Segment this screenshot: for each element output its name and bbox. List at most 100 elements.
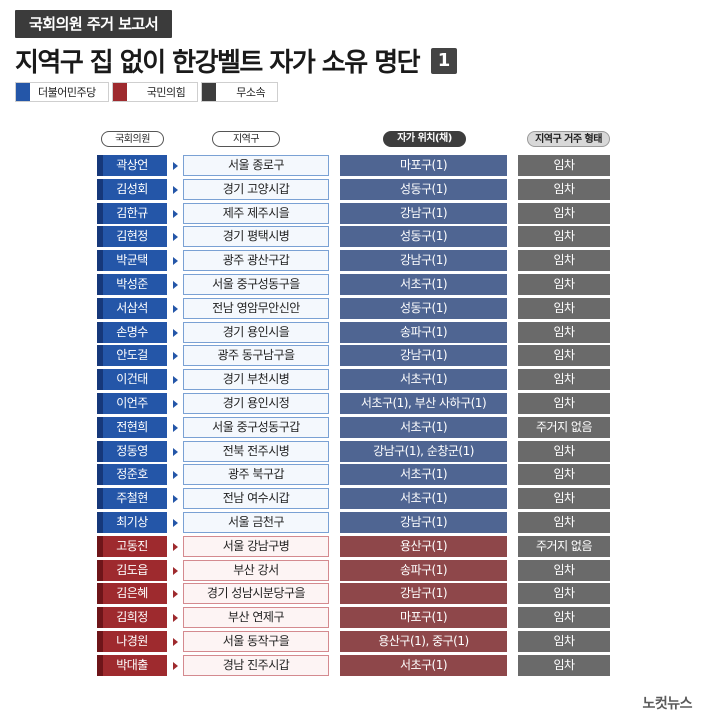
arrow-icon	[173, 399, 178, 408]
district-cell: 부산 강서	[183, 559, 329, 581]
party-accent	[97, 488, 103, 510]
table-row: 이언주 경기 용인시정 서초구(1), 부산 사하구(1) 임차	[97, 392, 617, 414]
party-accent	[97, 583, 103, 605]
residence-type-cell: 임차	[518, 273, 610, 295]
member-name: 전현희	[97, 416, 167, 438]
arrow-icon	[173, 614, 178, 623]
party-accent	[97, 511, 103, 533]
party-accent	[97, 440, 103, 462]
owned-location-cell: 강남구(1)	[340, 202, 507, 224]
arrow-icon	[173, 495, 178, 504]
member-name: 정동영	[97, 440, 167, 462]
owned-location-cell: 강남구(1)	[340, 511, 507, 533]
member-name: 박대출	[97, 654, 167, 676]
residence-type-cell: 임차	[518, 630, 610, 652]
residence-type-cell: 임차	[518, 369, 610, 391]
arrow-icon	[173, 447, 178, 456]
member-name-text: 김성회	[116, 181, 148, 196]
table-row: 박대출 경남 진주시갑 서초구(1) 임차	[97, 654, 617, 676]
arrow-icon	[173, 352, 178, 361]
district-cell: 경남 진주시갑	[183, 654, 329, 676]
member-name-text: 고동진	[116, 538, 148, 553]
district-cell: 경기 용인시을	[183, 321, 329, 343]
owned-location-cell: 강남구(1)	[340, 345, 507, 367]
party-accent	[97, 654, 103, 676]
residence-type-cell: 임차	[518, 488, 610, 510]
district-cell: 서울 중구성동구을	[183, 273, 329, 295]
residence-type-cell: 임차	[518, 464, 610, 486]
member-name: 주철현	[97, 488, 167, 510]
district-cell: 광주 북구갑	[183, 464, 329, 486]
table-row: 김성회 경기 고양시갑 성동구(1) 임차	[97, 178, 617, 200]
owned-location-cell: 송파구(1)	[340, 559, 507, 581]
table-row: 서삼석 전남 영암무안신안 성동구(1) 임차	[97, 297, 617, 319]
owned-location-cell: 서초구(1)	[340, 488, 507, 510]
party-accent	[97, 392, 103, 414]
news-logo: 노컷뉴스	[642, 696, 692, 712]
residence-type-cell: 임차	[518, 202, 610, 224]
district-cell: 광주 동구남구을	[183, 345, 329, 367]
residence-type-cell: 임차	[518, 607, 610, 629]
member-name: 김희정	[97, 607, 167, 629]
residence-type-cell: 임차	[518, 345, 610, 367]
legend-swatch	[16, 83, 30, 101]
district-cell: 서울 동작구을	[183, 630, 329, 652]
member-name-text: 전현희	[116, 419, 148, 434]
member-name: 박성준	[97, 273, 167, 295]
member-name: 박균택	[97, 250, 167, 272]
party-accent	[97, 273, 103, 295]
residence-type-cell: 임차	[518, 583, 610, 605]
table-row: 박균택 광주 광산구갑 강남구(1) 임차	[97, 250, 617, 272]
party-accent	[97, 202, 103, 224]
owned-location-cell: 서초구(1)	[340, 654, 507, 676]
owned-location-cell: 서초구(1)	[340, 464, 507, 486]
owned-location-cell: 송파구(1)	[340, 321, 507, 343]
table-row: 이건태 경기 부천시병 서초구(1) 임차	[97, 369, 617, 391]
district-cell: 서울 중구성동구갑	[183, 416, 329, 438]
party-accent	[97, 297, 103, 319]
member-name: 김성회	[97, 178, 167, 200]
column-header-district: 지역구	[212, 131, 280, 147]
arrow-icon	[173, 637, 178, 646]
residence-type-cell: 임차	[518, 511, 610, 533]
owned-location-cell: 성동구(1)	[340, 226, 507, 248]
owned-location-cell: 용산구(1)	[340, 535, 507, 557]
table-row: 박성준 서울 중구성동구을 서초구(1) 임차	[97, 273, 617, 295]
member-name-text: 서삼석	[116, 300, 148, 315]
district-cell: 경기 부천시병	[183, 369, 329, 391]
member-name-text: 박균택	[116, 253, 148, 268]
table-row: 전현희 서울 중구성동구갑 서초구(1) 주거지 없음	[97, 416, 617, 438]
owned-location-cell: 마포구(1)	[340, 155, 507, 176]
party-accent	[97, 345, 103, 367]
party-accent	[97, 250, 103, 272]
arrow-icon	[173, 566, 178, 575]
owned-location-cell: 성동구(1)	[340, 178, 507, 200]
party-accent	[97, 178, 103, 200]
member-name: 이언주	[97, 392, 167, 414]
owned-location-cell: 강남구(1)	[340, 250, 507, 272]
legend-swatch	[202, 83, 217, 101]
title-row: 지역구 집 없이 한강벨트 자가 소유 명단 1	[15, 42, 458, 79]
member-name-text: 안도걸	[116, 348, 148, 363]
owned-location-cell: 서초구(1), 부산 사하구(1)	[340, 392, 507, 414]
table-row: 김은혜 경기 성남시분당구을 강남구(1) 임차	[97, 583, 617, 605]
district-cell: 서울 종로구	[183, 155, 329, 176]
member-name-text: 나경원	[116, 633, 148, 648]
arrow-icon	[173, 376, 178, 385]
member-name-text: 손명수	[116, 324, 148, 339]
legend-item-independent: 무소속	[201, 82, 279, 102]
party-accent	[97, 535, 103, 557]
page-title: 지역구 집 없이 한강벨트 자가 소유 명단	[15, 48, 421, 78]
district-cell: 서울 강남구병	[183, 535, 329, 557]
arrow-icon	[173, 518, 178, 527]
owned-location-cell: 강남구(1)	[340, 583, 507, 605]
district-cell: 서울 금천구	[183, 511, 329, 533]
arrow-icon	[173, 542, 178, 551]
owned-location-cell: 용산구(1), 중구(1)	[340, 630, 507, 652]
residence-type-cell: 임차	[518, 297, 610, 319]
party-accent	[97, 464, 103, 486]
report-tag: 국회의원 주거 보고서	[15, 10, 173, 38]
arrow-icon	[173, 590, 178, 599]
arrow-icon	[173, 661, 178, 670]
party-accent	[97, 630, 103, 652]
